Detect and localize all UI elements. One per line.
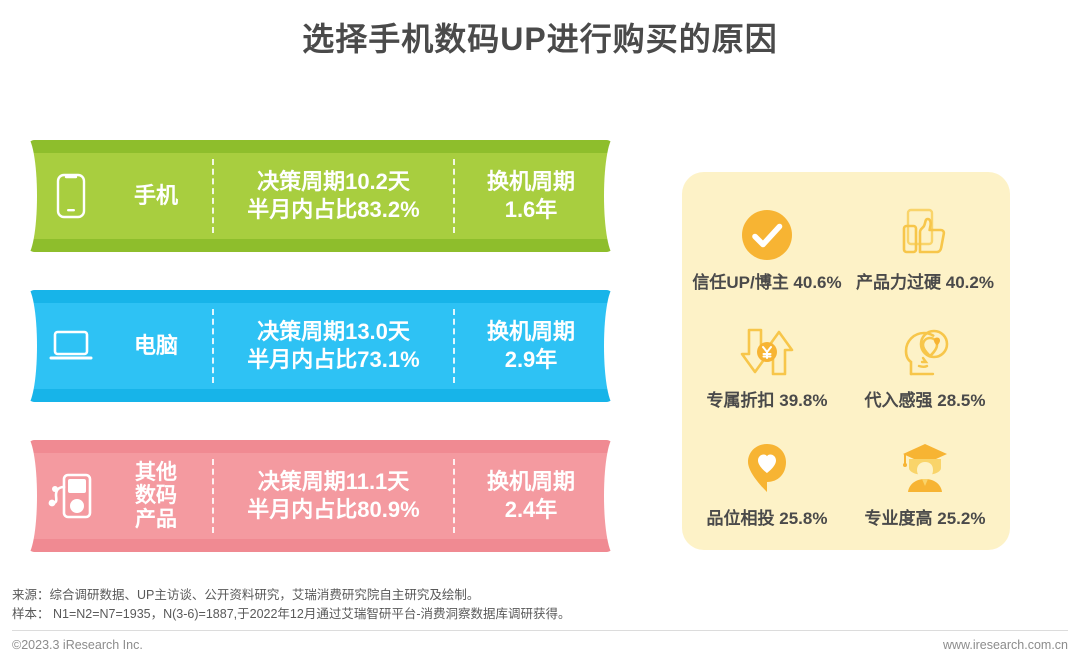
bar-replace-cycle-computer: 换机周期 2.9年 [455, 318, 607, 374]
bar-row-other-digital: 其他 数码 产品 决策周期11.1天 半月内占比80.9% 换机周期 2.4年 [15, 436, 626, 556]
bar-decision-cycle-computer: 决策周期13.0天 半月内占比73.1% [214, 318, 453, 374]
bar-divider-2 [453, 159, 455, 233]
replace-cycle-line2: 1.6年 [504, 197, 558, 222]
bar-divider-2 [453, 309, 455, 383]
decision-cycle-line2: 半月内占比73.1% [247, 347, 420, 372]
mp3-player-icon [42, 469, 100, 523]
reason-item-taste-match: 品位相投 25.8% [688, 422, 846, 540]
reason-item-immersion: 代入感强 28.5% [846, 304, 1004, 422]
bar-divider-1 [212, 159, 214, 233]
graduate-icon [896, 434, 954, 498]
bar-notch-left [15, 286, 37, 406]
bar-notch-right [604, 436, 626, 556]
decision-cycle-line1: 决策周期10.2天 [257, 168, 410, 194]
bar-row-phone: 手机 决策周期10.2天 半月内占比83.2% 换机周期 1.6年 [15, 136, 626, 256]
bar-notch-left [15, 436, 37, 556]
bar-notch-right [604, 136, 626, 256]
decision-cycle-line1: 决策周期13.0天 [257, 318, 410, 344]
bar-background-phone [28, 140, 613, 252]
footer-divider [12, 629, 1068, 631]
bar-decision-cycle-phone: 决策周期10.2天 半月内占比83.2% [214, 168, 453, 224]
heart-pin-icon [740, 434, 794, 498]
footer: 来源：综合调研数据、UP主访谈、公开资料研究，艾瑞消费研究院自主研究及绘制。 样… [12, 586, 1068, 652]
footer-copyright: ©2023.3 iResearch Inc. [12, 637, 143, 652]
footer-website: www.iresearch.com.cn [942, 637, 1068, 652]
reason-label: 产品力过硬 40.2% [856, 272, 994, 292]
decision-cycle-line2: 半月内占比80.9% [247, 497, 420, 522]
replace-cycle-line1: 换机周期 [486, 468, 575, 494]
reason-item-product-quality: 产品力过硬 40.2% [846, 186, 1004, 304]
reason-item-exclusive-discount: 专属折扣 39.8% [688, 304, 846, 422]
bar-background-computer [28, 290, 613, 402]
reasons-panel: 信任UP/博主 40.6% 产品力过硬 40.2% [682, 172, 1010, 550]
bar-replace-cycle-phone: 换机周期 1.6年 [455, 168, 607, 224]
bar-background-other-digital [28, 440, 613, 552]
bar-row-computer: 电脑 决策周期13.0天 半月内占比73.1% 换机周期 2.9年 [15, 286, 626, 406]
reason-label: 专属折扣 39.8% [706, 390, 828, 410]
bar-label-phone: 手机 [133, 182, 178, 208]
page-title: 选择手机数码UP进行购买的原因 [302, 21, 778, 57]
reason-label: 专业度高 25.2% [864, 508, 986, 528]
reason-item-professionalism: 专业度高 25.2% [846, 422, 1004, 540]
replace-cycle-line1: 换机周期 [486, 318, 575, 344]
reason-label: 品位相投 25.8% [706, 508, 828, 528]
decision-cycle-line1: 决策周期11.1天 [257, 468, 410, 494]
replace-cycle-line1: 换机周期 [486, 168, 575, 194]
bar-replace-cycle-other-digital: 换机周期 2.4年 [455, 468, 607, 524]
bar-divider-2 [453, 459, 455, 533]
thumbs-up-icon [896, 198, 954, 262]
bar-divider-1 [212, 309, 214, 383]
phone-icon [42, 173, 100, 219]
footer-source: 来源：综合调研数据、UP主访谈、公开资料研究，艾瑞消费研究院自主研究及绘制。 [12, 588, 480, 602]
decision-cycle-line2: 半月内占比83.2% [247, 197, 420, 222]
bar-notch-right [604, 286, 626, 406]
bar-divider-1 [212, 459, 214, 533]
reason-item-trust-up: 信任UP/博主 40.6% [688, 186, 846, 304]
price-drop-yen-icon [737, 316, 797, 380]
reason-label: 代入感强 28.5% [864, 390, 986, 410]
footer-sample: 样本： N1=N2=N7=1935，N(3-6)=1887,于2022年12月通… [12, 607, 571, 622]
head-heart-icon [895, 316, 955, 380]
reason-label: 信任UP/博主 40.6% [692, 272, 842, 292]
replace-cycle-line2: 2.9年 [504, 347, 558, 372]
bar-notch-left [15, 136, 37, 256]
bar-decision-cycle-other-digital: 决策周期11.1天 半月内占比80.9% [214, 468, 453, 524]
laptop-icon [42, 329, 100, 363]
product-cycle-bars: 手机 决策周期10.2天 半月内占比83.2% 换机周期 1.6年 [15, 136, 626, 590]
check-circle-icon [740, 198, 794, 262]
bar-label-other-digital: 其他 数码 产品 [135, 460, 177, 531]
replace-cycle-line2: 2.4年 [504, 497, 558, 522]
bar-label-computer: 电脑 [133, 332, 178, 358]
